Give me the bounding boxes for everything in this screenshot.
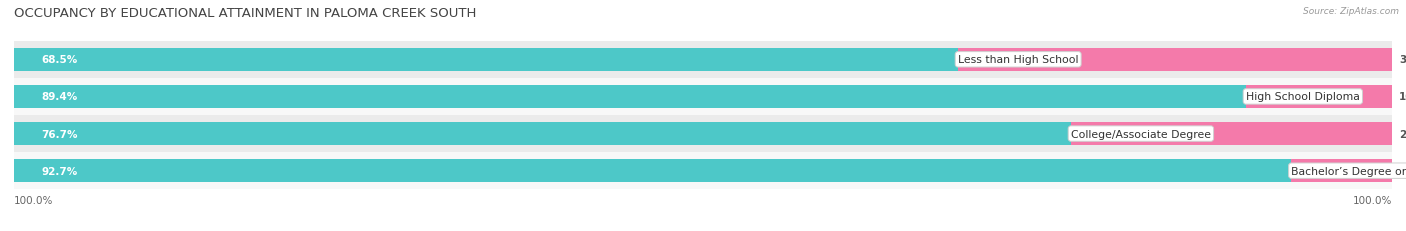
Text: 23.3%: 23.3% — [1399, 129, 1406, 139]
Text: Bachelor’s Degree or higher: Bachelor’s Degree or higher — [1291, 166, 1406, 176]
Text: 92.7%: 92.7% — [42, 166, 77, 176]
Bar — [1071, 122, 1392, 146]
Bar — [1291, 159, 1392, 182]
Text: 76.7%: 76.7% — [42, 129, 79, 139]
Bar — [14, 85, 1246, 109]
Text: High School Diploma: High School Diploma — [1246, 92, 1360, 102]
Bar — [14, 159, 1291, 182]
Bar — [14, 79, 1392, 116]
Text: OCCUPANCY BY EDUCATIONAL ATTAINMENT IN PALOMA CREEK SOUTH: OCCUPANCY BY EDUCATIONAL ATTAINMENT IN P… — [14, 7, 477, 20]
Text: 10.6%: 10.6% — [1399, 92, 1406, 102]
Bar — [14, 122, 1071, 146]
Bar — [14, 42, 1392, 79]
Text: Source: ZipAtlas.com: Source: ZipAtlas.com — [1303, 7, 1399, 16]
Bar — [1246, 85, 1392, 109]
Bar — [957, 49, 1392, 72]
Text: Less than High School: Less than High School — [957, 55, 1078, 65]
Text: 100.0%: 100.0% — [14, 195, 53, 205]
Text: 89.4%: 89.4% — [42, 92, 77, 102]
Bar — [14, 152, 1392, 189]
Bar — [14, 116, 1392, 152]
Text: 100.0%: 100.0% — [1353, 195, 1392, 205]
Text: 7.3%: 7.3% — [1399, 166, 1406, 176]
Text: 31.5%: 31.5% — [1399, 55, 1406, 65]
Bar — [14, 49, 957, 72]
Text: College/Associate Degree: College/Associate Degree — [1071, 129, 1211, 139]
Text: 68.5%: 68.5% — [42, 55, 77, 65]
